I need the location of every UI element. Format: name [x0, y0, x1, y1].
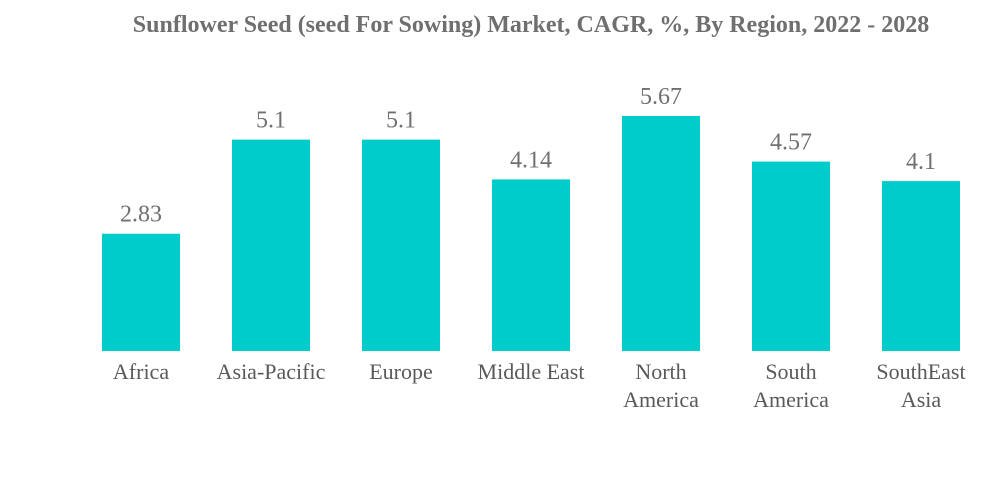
bar-5: [752, 161, 830, 351]
bar-6: [882, 181, 960, 351]
bar-3: [492, 179, 570, 351]
category-label-5: South America: [753, 359, 829, 412]
chart-title: Sunflower Seed (seed For Sowing) Market,…: [132, 12, 930, 38]
bar-4: [622, 116, 700, 351]
value-label-2: 5.1: [386, 108, 416, 134]
value-label-4: 5.67: [640, 84, 682, 110]
value-label-6: 4.1: [906, 149, 936, 175]
bars-layer: [102, 116, 960, 351]
category-label-6: SouthEast Asia: [876, 359, 965, 412]
value-label-1: 5.1: [256, 108, 286, 134]
bar-1: [232, 139, 310, 351]
category-label-1: Asia-Pacific: [217, 359, 326, 384]
value-label-3: 4.14: [510, 147, 552, 173]
bar-2: [362, 139, 440, 351]
value-labels-layer: 2.83 5.1 5.1 4.14 5.67 4.57 4.1: [120, 84, 936, 228]
category-label-2: Europe: [369, 359, 433, 384]
category-label-3: Middle East: [478, 359, 585, 384]
bar-0: [102, 233, 180, 351]
category-label-0: Africa: [113, 359, 169, 384]
category-labels-layer: Africa Asia-Pacific Europe Middle East North…: [113, 359, 966, 412]
value-label-5: 4.57: [770, 130, 812, 156]
value-label-0: 2.83: [120, 202, 162, 228]
category-label-4: North America: [623, 359, 699, 412]
